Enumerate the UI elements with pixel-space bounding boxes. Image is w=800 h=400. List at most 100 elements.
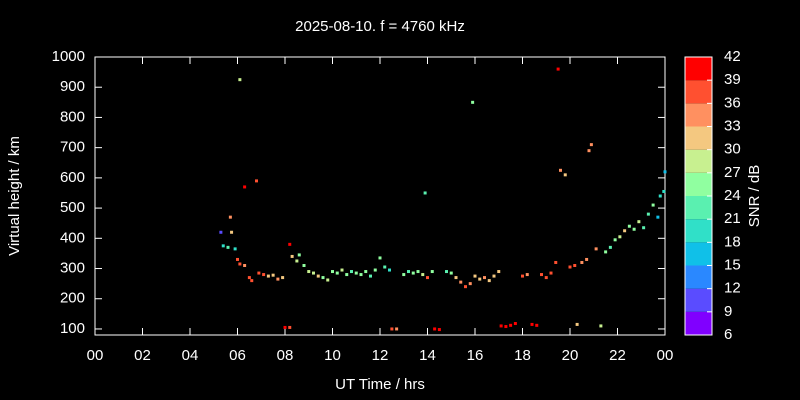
y-tick-label: 700	[60, 139, 85, 156]
point	[449, 271, 453, 275]
point	[307, 270, 311, 274]
colorbar-bin	[685, 265, 712, 289]
point	[369, 274, 372, 278]
x-axis-label: UT Time / hrs	[335, 376, 425, 393]
point	[383, 265, 387, 269]
point	[411, 271, 415, 275]
point	[316, 274, 320, 278]
point	[312, 271, 315, 275]
point	[266, 274, 270, 278]
point	[395, 327, 399, 331]
point	[544, 276, 548, 280]
point	[623, 229, 627, 233]
colorbar-bin	[685, 311, 712, 335]
point	[281, 276, 285, 280]
point	[390, 327, 394, 331]
y-tick-label: 800	[60, 108, 85, 125]
point	[238, 262, 242, 266]
x-tick-label: 08	[277, 347, 294, 364]
point	[345, 273, 349, 277]
colorbar-bin	[685, 196, 712, 220]
x-tick-label: 14	[419, 347, 436, 364]
point	[243, 185, 247, 189]
point	[378, 256, 382, 260]
point	[290, 254, 294, 258]
point	[504, 325, 508, 329]
point	[423, 191, 427, 195]
point	[573, 264, 577, 267]
point	[288, 325, 292, 329]
y-tick-label: 1000	[52, 48, 85, 65]
point	[433, 327, 437, 331]
point	[599, 324, 603, 328]
point	[535, 323, 539, 327]
colorbar-tick-label: 30	[724, 141, 741, 158]
point	[604, 250, 608, 254]
point	[335, 271, 339, 275]
colorbar-bin	[685, 57, 712, 81]
colorbar-bin	[685, 288, 712, 312]
colorbar-bin	[685, 242, 712, 266]
point	[585, 257, 589, 261]
point	[445, 270, 448, 274]
point	[219, 230, 223, 234]
point	[646, 212, 650, 216]
point	[483, 276, 486, 280]
point	[509, 323, 513, 327]
point	[359, 273, 363, 277]
colorbar-tick-label: 9	[724, 303, 732, 320]
y-tick-label: 500	[60, 199, 85, 216]
colorbar-tick-label: 21	[724, 210, 741, 227]
x-tick-label: 12	[372, 347, 389, 364]
colorbar-tick-label: 18	[724, 233, 741, 250]
point	[364, 270, 368, 274]
y-tick-label: 400	[60, 229, 85, 246]
colorbar-bin	[685, 172, 712, 196]
point	[221, 244, 225, 248]
colorbar-label: SNR / dB	[746, 165, 763, 228]
point	[627, 224, 631, 228]
point	[257, 271, 261, 275]
y-tick-label: 100	[60, 320, 85, 337]
x-tick-label: 06	[229, 347, 246, 364]
colorbar-tick-label: 36	[724, 94, 741, 111]
point	[658, 194, 662, 198]
point	[554, 260, 558, 264]
point	[437, 328, 441, 332]
point	[662, 189, 666, 193]
colorbar-tick-label: 42	[724, 48, 741, 65]
point	[233, 247, 237, 251]
point	[589, 143, 593, 147]
point	[468, 282, 472, 286]
x-tick-label: 10	[324, 347, 341, 364]
point	[430, 270, 434, 274]
point	[302, 264, 306, 267]
point	[283, 325, 287, 329]
colorbar-tick-label: 12	[724, 280, 741, 297]
point	[276, 277, 280, 281]
point	[530, 322, 534, 326]
x-tick-label: 00	[87, 347, 104, 364]
point	[454, 276, 458, 280]
colorbar-bin	[685, 149, 712, 173]
colorbar-tick-label: 33	[724, 117, 741, 134]
point	[497, 270, 501, 274]
point	[340, 268, 344, 272]
point	[487, 279, 491, 283]
point	[354, 271, 358, 275]
point	[331, 270, 334, 274]
point	[559, 168, 562, 172]
point	[350, 270, 353, 274]
point	[288, 242, 292, 246]
point	[243, 264, 247, 267]
point	[637, 220, 641, 224]
point	[642, 226, 646, 230]
colorbar-tick-label: 15	[724, 256, 741, 273]
point	[521, 274, 524, 278]
y-tick-label: 600	[60, 169, 85, 186]
point	[656, 215, 660, 219]
x-tick-label: 04	[182, 347, 199, 364]
colorbar-bin	[685, 219, 712, 243]
